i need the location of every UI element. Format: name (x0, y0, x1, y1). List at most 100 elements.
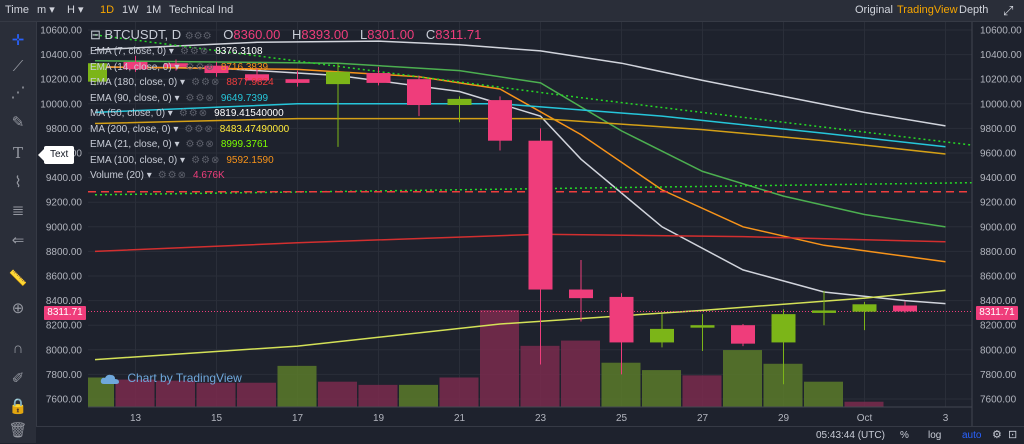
candle-body (245, 74, 269, 81)
price-tick-label: 8400.00 (980, 296, 1017, 307)
candle-body (852, 304, 877, 312)
trash-icon[interactable]: 🗑 (8, 422, 28, 439)
indicator-settings-icons[interactable]: ⚙⚙⊗ (185, 61, 215, 73)
log-toggle[interactable]: log (928, 430, 942, 441)
price-tick-label: 9800.00 (980, 124, 1017, 135)
bottom-bar: 05:43:44 (UTC) % log auto ⚙ ⊡ (36, 426, 1024, 444)
price-axis-left-bg (36, 22, 88, 426)
price-tick-label: 7800.00 (46, 370, 83, 381)
indicator-legend-row[interactable]: EMA (100, close, 0) ▾ ⚙⚙⊗ 9592.1590 (90, 153, 274, 168)
volume-bar (439, 377, 479, 407)
indicator-settings-icons[interactable]: ⚙⚙⊗ (157, 170, 188, 181)
crosshair-icon[interactable]: ✛ (11, 32, 25, 49)
time-tick-label: 29 (778, 413, 790, 424)
indicator-name: EMA (14, close, 0) ▾ (90, 61, 180, 73)
low-value: 8301.00 (367, 27, 415, 42)
utc-clock: 05:43:44 (UTC) (816, 430, 885, 441)
price-tick-label: 8200.00 (980, 321, 1017, 332)
time-tick-label: 23 (535, 413, 547, 424)
watermark-text: Chart by TradingView (127, 371, 242, 385)
price-tick-label: 8400.00 (46, 296, 83, 307)
view-tradingview-button[interactable]: TradingView (897, 4, 958, 16)
price-tick-label: 10600.00 (40, 26, 82, 37)
magnet-icon[interactable]: ∩ (12, 340, 24, 357)
time-tick-label: 21 (454, 413, 466, 424)
ruler-icon[interactable]: 📏 (8, 270, 28, 287)
indicator-name: MA (50, close, 0) ▾ (90, 108, 173, 119)
brush-icon[interactable]: ✎ (11, 114, 25, 131)
indicator-legend-row[interactable]: Volume (20) ▾ ⚙⚙⊗ 4.676K (90, 168, 225, 183)
indicator-name: EMA (21, close, 0) ▾ (90, 139, 180, 150)
symbol-collapse-icon[interactable]: ⊟ (90, 27, 101, 42)
price-tick-label: 10000.00 (40, 99, 82, 110)
time-button[interactable]: Time (5, 4, 30, 16)
symbol-settings-icons[interactable]: ⚙⚙⚙ (184, 31, 212, 42)
view-original-button[interactable]: Original (855, 4, 893, 16)
indicator-legend-row[interactable]: MA (200, close, 0) ▾ ⚙⚙⊗ 8483.47490000 (90, 122, 289, 137)
indicator-line (94, 66, 946, 263)
minutes-label: m (37, 4, 47, 16)
lock-icon[interactable]: 🔒 (8, 398, 28, 415)
price-tick-label: 8000.00 (980, 345, 1017, 356)
candle-body (285, 79, 310, 83)
last-price-tag-right: 8311.71 (976, 306, 1018, 320)
indicator-legend-row[interactable]: EMA (180, close, 0) ▾ ⚙⚙⊗ 8877.9824 (90, 75, 274, 90)
symbol-legend: ⊟ BTCUSDT, D ⚙⚙⚙ O8360.00 H8393.00 L8301… (90, 27, 481, 43)
indicator-value: 9819.41540000 (214, 108, 284, 119)
price-tick-label: 8600.00 (980, 272, 1017, 283)
indicator-legend-row[interactable]: MA (50, close, 0) ▾ ⚙⚙⊗ 9819.41540000 (90, 106, 284, 121)
volume-bar (723, 350, 762, 407)
price-tick-label: 7800.00 (980, 370, 1017, 381)
text-tool-icon[interactable]: T (12, 144, 23, 162)
settings-gear-icon[interactable]: ⚙ (992, 429, 1002, 441)
indicator-legend-row[interactable]: EMA (7, close, 0) ▾ ⚙⚙⊗ 8376.3108 (90, 44, 263, 59)
interval-1d[interactable]: 1D (100, 4, 115, 16)
candle-body (893, 305, 917, 312)
hours-dropdown[interactable]: H ▾ (64, 0, 87, 21)
indicator-value: 9592.1590 (226, 154, 274, 166)
close-label: C (425, 27, 436, 42)
interval-1w[interactable]: 1W (122, 4, 139, 16)
indicator-name: EMA (7, close, 0) ▾ (90, 46, 174, 57)
chevron-down-icon: ▾ (78, 4, 84, 16)
indicator-value: 8483.47490000 (219, 123, 290, 135)
volume-bars (75, 310, 884, 407)
indicator-settings-icons[interactable]: ⚙⚙⊗ (191, 154, 221, 166)
indicator-settings-icons[interactable]: ⚙⚙⊗ (184, 123, 214, 135)
indicator-settings-icons[interactable]: ⚙⚙⊗ (191, 77, 221, 88)
indicator-settings-icons[interactable]: ⚙⚙⊗ (185, 92, 215, 104)
minutes-dropdown[interactable]: m ▾ (34, 0, 58, 21)
volume-bar (237, 382, 276, 407)
candles (83, 55, 917, 385)
back-arrow-icon[interactable]: ⇐ (11, 232, 25, 249)
lock-drawing-icon[interactable]: ✐ (11, 370, 25, 387)
percent-toggle[interactable]: % (900, 430, 909, 441)
technical-indicators-button[interactable]: Technical Ind (169, 4, 234, 16)
indicator-line (94, 60, 946, 228)
indicator-legend-row[interactable]: EMA (21, close, 0) ▾ ⚙⚙⊗ 8999.3761 (90, 137, 268, 152)
fullscreen-icon[interactable]: ⤢ (1003, 3, 1014, 18)
indicator-settings-icons[interactable]: ⚙⚙⊗ (178, 108, 209, 119)
zoom-icon[interactable]: ⊕ (11, 300, 25, 317)
trend-line-icon[interactable]: ⟋ (12, 58, 24, 75)
pitchfork-icon[interactable]: ⋰ (10, 84, 26, 101)
screenshot-icon[interactable]: ⊡ (1008, 429, 1018, 441)
indicator-legend-row[interactable]: EMA (14, close, 0) ▾ ⚙⚙⊗ 8716.3839 (90, 60, 268, 75)
view-depth-button[interactable]: Depth (959, 4, 989, 16)
indicator-value: 8376.3108 (215, 46, 263, 57)
close-value: 8311.71 (435, 27, 482, 42)
interval-1m[interactable]: 1M (146, 4, 162, 16)
symbol-name: BTCUSDT, D (104, 27, 182, 42)
time-tick-label: 19 (373, 413, 385, 424)
indicator-legend-row[interactable]: EMA (90, close, 0) ▾ ⚙⚙⊗ 9649.7399 (90, 91, 268, 106)
auto-toggle[interactable]: auto (962, 430, 982, 441)
pattern-icon[interactable]: ⌇ (14, 174, 22, 191)
indicator-name: MA (200, close, 0) ▾ (90, 123, 179, 135)
volume-bar (318, 381, 357, 407)
indicator-settings-icons[interactable]: ⚙⚙⊗ (185, 139, 215, 150)
fib-icon[interactable]: ≣ (11, 202, 25, 219)
candle-body (488, 100, 512, 141)
tradingview-watermark[interactable]: Chart by TradingView (100, 371, 242, 385)
indicator-settings-icons[interactable]: ⚙⚙⊗ (179, 46, 210, 57)
